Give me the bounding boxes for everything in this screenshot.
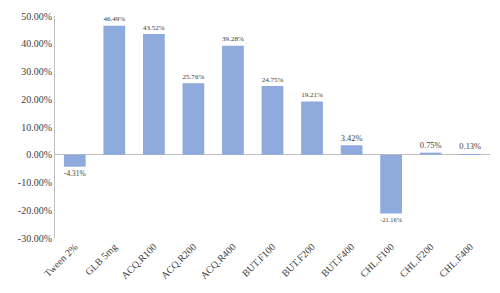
- svg-text:CHL.F200: CHL.F200: [397, 241, 435, 279]
- svg-text:46.49%: 46.49%: [103, 15, 125, 23]
- svg-text:CHL.F100: CHL.F100: [358, 241, 396, 279]
- svg-text:ACQ.R200: ACQ.R200: [159, 241, 199, 281]
- svg-text:3.42%: 3.42%: [341, 134, 363, 143]
- svg-text:43.52%: 43.52%: [143, 24, 165, 32]
- svg-text:50.00%: 50.00%: [21, 11, 52, 22]
- svg-text:10.00%: 10.00%: [21, 122, 52, 133]
- svg-text:-4.31%: -4.31%: [64, 169, 86, 178]
- svg-text:BUT.F400: BUT.F400: [319, 241, 357, 279]
- svg-text:0.13%: 0.13%: [459, 142, 481, 151]
- svg-text:39.28%: 39.28%: [222, 35, 244, 43]
- svg-text:40.00%: 40.00%: [21, 38, 52, 49]
- svg-text:-30.00%: -30.00%: [18, 233, 52, 244]
- svg-text:-21.16%: -21.16%: [380, 216, 402, 223]
- svg-text:GLB 5mg: GLB 5mg: [83, 241, 119, 277]
- svg-text:ACQ.R100: ACQ.R100: [119, 241, 159, 281]
- svg-text:ACQ.R400: ACQ.R400: [198, 241, 238, 281]
- svg-text:25.76%: 25.76%: [183, 73, 205, 81]
- svg-text:-10.00%: -10.00%: [18, 177, 52, 188]
- svg-text:-20.00%: -20.00%: [18, 205, 52, 216]
- svg-text:BUT.F100: BUT.F100: [240, 241, 278, 279]
- svg-text:24.75%: 24.75%: [262, 76, 284, 84]
- svg-text:0.00%: 0.00%: [26, 149, 52, 160]
- svg-text:20.00%: 20.00%: [21, 94, 52, 105]
- svg-text:Tween 2%: Tween 2%: [42, 241, 80, 279]
- svg-text:30.00%: 30.00%: [21, 66, 52, 77]
- svg-text:0.75%: 0.75%: [420, 141, 442, 150]
- svg-text:CHL.F400: CHL.F400: [437, 241, 475, 279]
- svg-text:19.21%: 19.21%: [301, 91, 323, 99]
- svg-text:BUT.F200: BUT.F200: [279, 241, 317, 279]
